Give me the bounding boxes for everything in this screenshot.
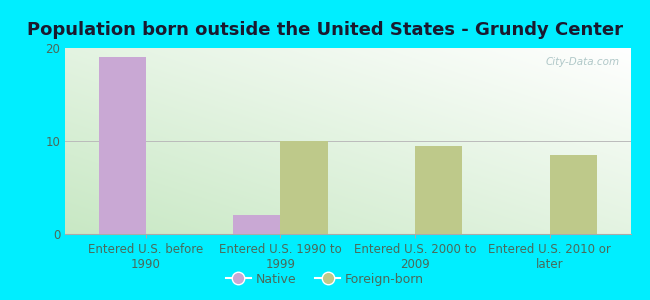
Text: City-Data.com: City-Data.com — [545, 57, 619, 67]
Bar — [415, 146, 462, 234]
Bar — [550, 155, 597, 234]
Bar — [99, 57, 146, 234]
Bar — [233, 215, 280, 234]
Text: Population born outside the United States - Grundy Center: Population born outside the United State… — [27, 21, 623, 39]
Legend: Native, Foreign-born: Native, Foreign-born — [221, 268, 429, 291]
Bar — [280, 141, 328, 234]
